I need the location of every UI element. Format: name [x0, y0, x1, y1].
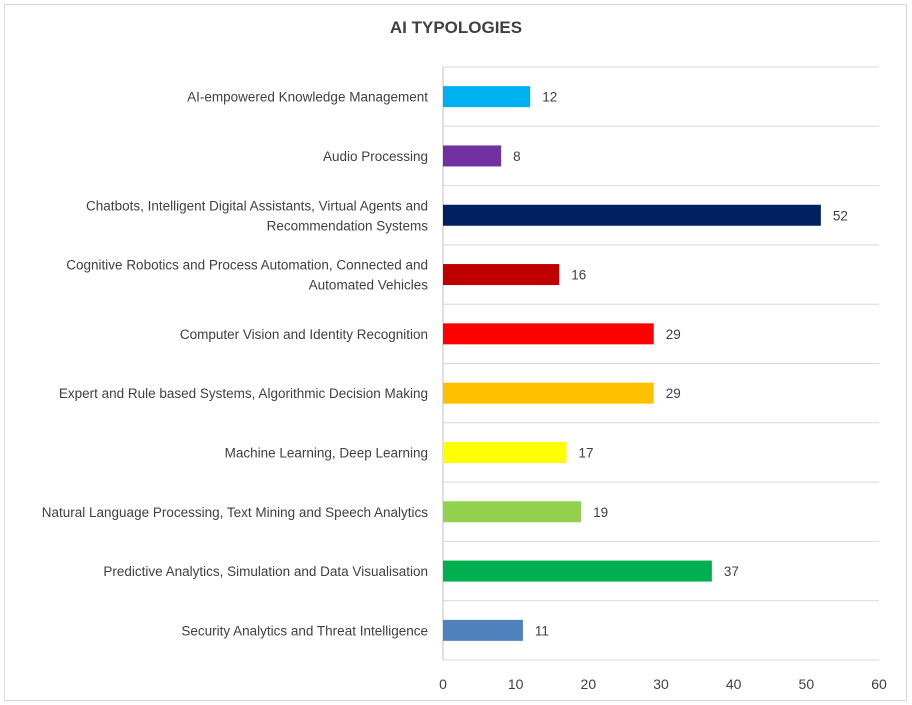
bar	[443, 619, 523, 641]
bar	[443, 560, 712, 582]
category-label: Chatbots, Intelligent Digital Assistants…	[86, 198, 428, 213]
bar	[443, 145, 502, 167]
data-label: 12	[542, 90, 557, 105]
category-label: Recommendation Systems	[267, 218, 429, 233]
data-label: 11	[535, 623, 549, 638]
bar	[443, 204, 821, 226]
data-label: 8	[513, 149, 521, 164]
category-label: Cognitive Robotics and Process Automatio…	[66, 258, 428, 273]
data-label: 17	[579, 445, 594, 460]
bar	[443, 382, 654, 404]
x-tick-label: 30	[653, 676, 669, 692]
category-label: Audio Processing	[323, 149, 428, 164]
x-tick-label: 50	[799, 676, 815, 692]
category-label: Automated Vehicles	[309, 278, 429, 293]
data-label: 29	[666, 386, 681, 401]
data-label: 37	[724, 564, 739, 579]
bar	[443, 323, 654, 345]
x-tick-label: 10	[508, 676, 524, 692]
category-label: Computer Vision and Identity Recognition	[180, 327, 428, 342]
bar	[443, 441, 567, 463]
data-label: 16	[571, 268, 586, 283]
bar	[443, 264, 560, 286]
chart-title: AI TYPOLOGIES	[389, 18, 523, 37]
category-label: Expert and Rule based Systems, Algorithm…	[59, 386, 428, 401]
data-label: 52	[833, 208, 848, 223]
bar	[443, 86, 531, 108]
category-label: Natural Language Processing, Text Mining…	[42, 505, 428, 520]
data-label: 29	[666, 327, 681, 342]
category-label: Predictive Analytics, Simulation and Dat…	[103, 564, 428, 579]
category-label: Machine Learning, Deep Learning	[225, 445, 428, 460]
x-tick-label: 40	[726, 676, 742, 692]
data-label: 19	[593, 505, 608, 520]
x-tick-label: 20	[581, 676, 597, 692]
bar	[443, 501, 582, 523]
category-label: AI-empowered Knowledge Management	[187, 90, 428, 105]
chart-frame	[4, 4, 907, 701]
x-tick-label: 60	[871, 676, 887, 692]
x-tick-label: 0	[439, 676, 447, 692]
category-label: Security Analytics and Threat Intelligen…	[181, 623, 428, 638]
